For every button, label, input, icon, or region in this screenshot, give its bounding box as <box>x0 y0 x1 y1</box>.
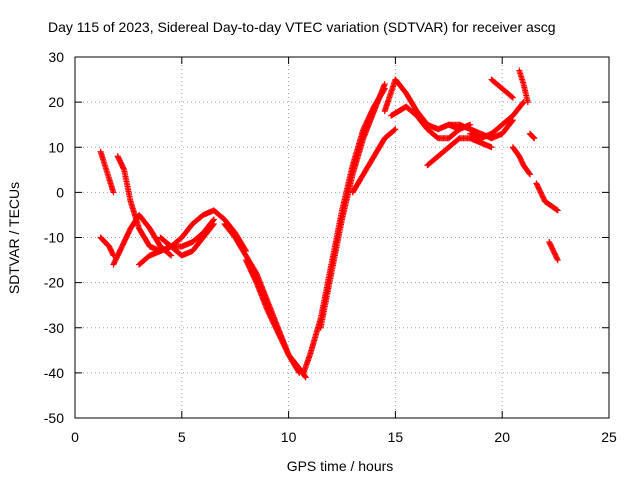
data-point <box>554 255 561 262</box>
y-axis-label: SDTVAR / TECUs <box>6 182 22 294</box>
x-tick-label: 20 <box>494 429 510 445</box>
data-points <box>97 67 561 381</box>
data-point <box>509 94 516 101</box>
y-tick-label: 10 <box>48 139 64 155</box>
data-point <box>392 126 399 133</box>
data-point <box>530 134 537 141</box>
y-tick-label: -30 <box>44 320 64 336</box>
data-point <box>109 251 116 258</box>
data-point <box>519 100 526 107</box>
y-tick-label: 30 <box>48 49 64 65</box>
data-point <box>167 251 174 258</box>
data-point <box>110 189 117 196</box>
data-point <box>554 207 561 214</box>
data-point <box>210 220 217 227</box>
x-tick-label: 15 <box>388 429 404 445</box>
y-tick-label: -50 <box>44 410 64 426</box>
data-point <box>391 126 398 133</box>
data-point <box>210 221 217 228</box>
x-tick-label: 25 <box>601 429 617 445</box>
data-point <box>508 93 515 100</box>
data-point <box>524 99 531 106</box>
x-axis-label: GPS time / hours <box>287 458 394 474</box>
y-tick-label: -20 <box>44 275 64 291</box>
y-tick-label: -10 <box>44 230 64 246</box>
data-point <box>554 257 561 264</box>
data-point <box>526 170 533 177</box>
x-tick-label: 10 <box>281 429 297 445</box>
y-tick-label: -40 <box>44 365 64 381</box>
x-tick-label: 5 <box>178 429 186 445</box>
data-point <box>488 144 495 151</box>
grid <box>75 57 609 418</box>
data-point <box>531 135 538 142</box>
data-point <box>301 373 308 380</box>
data-point <box>168 252 175 259</box>
y-tick-label: 20 <box>48 94 64 110</box>
tick-labels: 0 5 10 15 20 25 30 20 10 0 -10 -20 -30 -40 -50 <box>44 49 617 445</box>
data-point <box>302 374 309 381</box>
data-point <box>553 206 560 213</box>
axis-ticks <box>74 56 610 419</box>
y-tick-label: 0 <box>56 184 64 200</box>
data-point <box>381 81 388 88</box>
data-point <box>526 171 533 178</box>
x-tick-label: 0 <box>71 429 79 445</box>
chart-title: Day 115 of 2023, Sidereal Day-to-day VTE… <box>48 19 556 35</box>
